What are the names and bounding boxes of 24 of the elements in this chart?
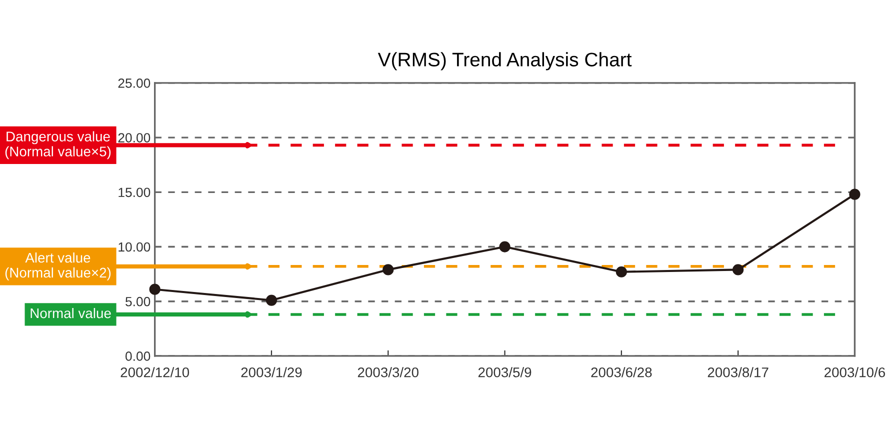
x-tick-label: 2002/12/10 (120, 367, 190, 378)
ref-line-label: Alert value (Normal value×2) (5, 252, 111, 280)
y-tick-label: 15.00 (118, 188, 150, 198)
point (616, 266, 627, 278)
point (266, 294, 278, 306)
x-tick-label: 2003/6/28 (591, 367, 652, 378)
point (382, 264, 394, 276)
x-tick-label: 2003/3/20 (358, 367, 418, 378)
ref-line-label: Dangerous value (Normal value×5) (5, 131, 111, 160)
y-tick-label: 25.00 (118, 78, 150, 88)
ref-line-label: Normal value (30, 308, 111, 318)
y-tick-label: 0.00 (126, 352, 150, 361)
point (499, 241, 510, 252)
x-tick-label: 2003/10/6 (824, 367, 886, 378)
x-tick-label: 2003/5/9 (478, 367, 532, 378)
x-tick-label: 2003/1/29 (241, 367, 302, 378)
y-tick-label: 10.00 (118, 242, 150, 252)
x-tick-label: 2003/8/17 (708, 367, 768, 378)
point (849, 188, 860, 200)
y-tick-label: 20.00 (118, 133, 150, 142)
point (732, 264, 744, 276)
point (149, 284, 160, 295)
chart-title: V(RMS) Trend Analysis Chart (378, 52, 632, 70)
y-tick-label: 5.00 (126, 296, 150, 306)
